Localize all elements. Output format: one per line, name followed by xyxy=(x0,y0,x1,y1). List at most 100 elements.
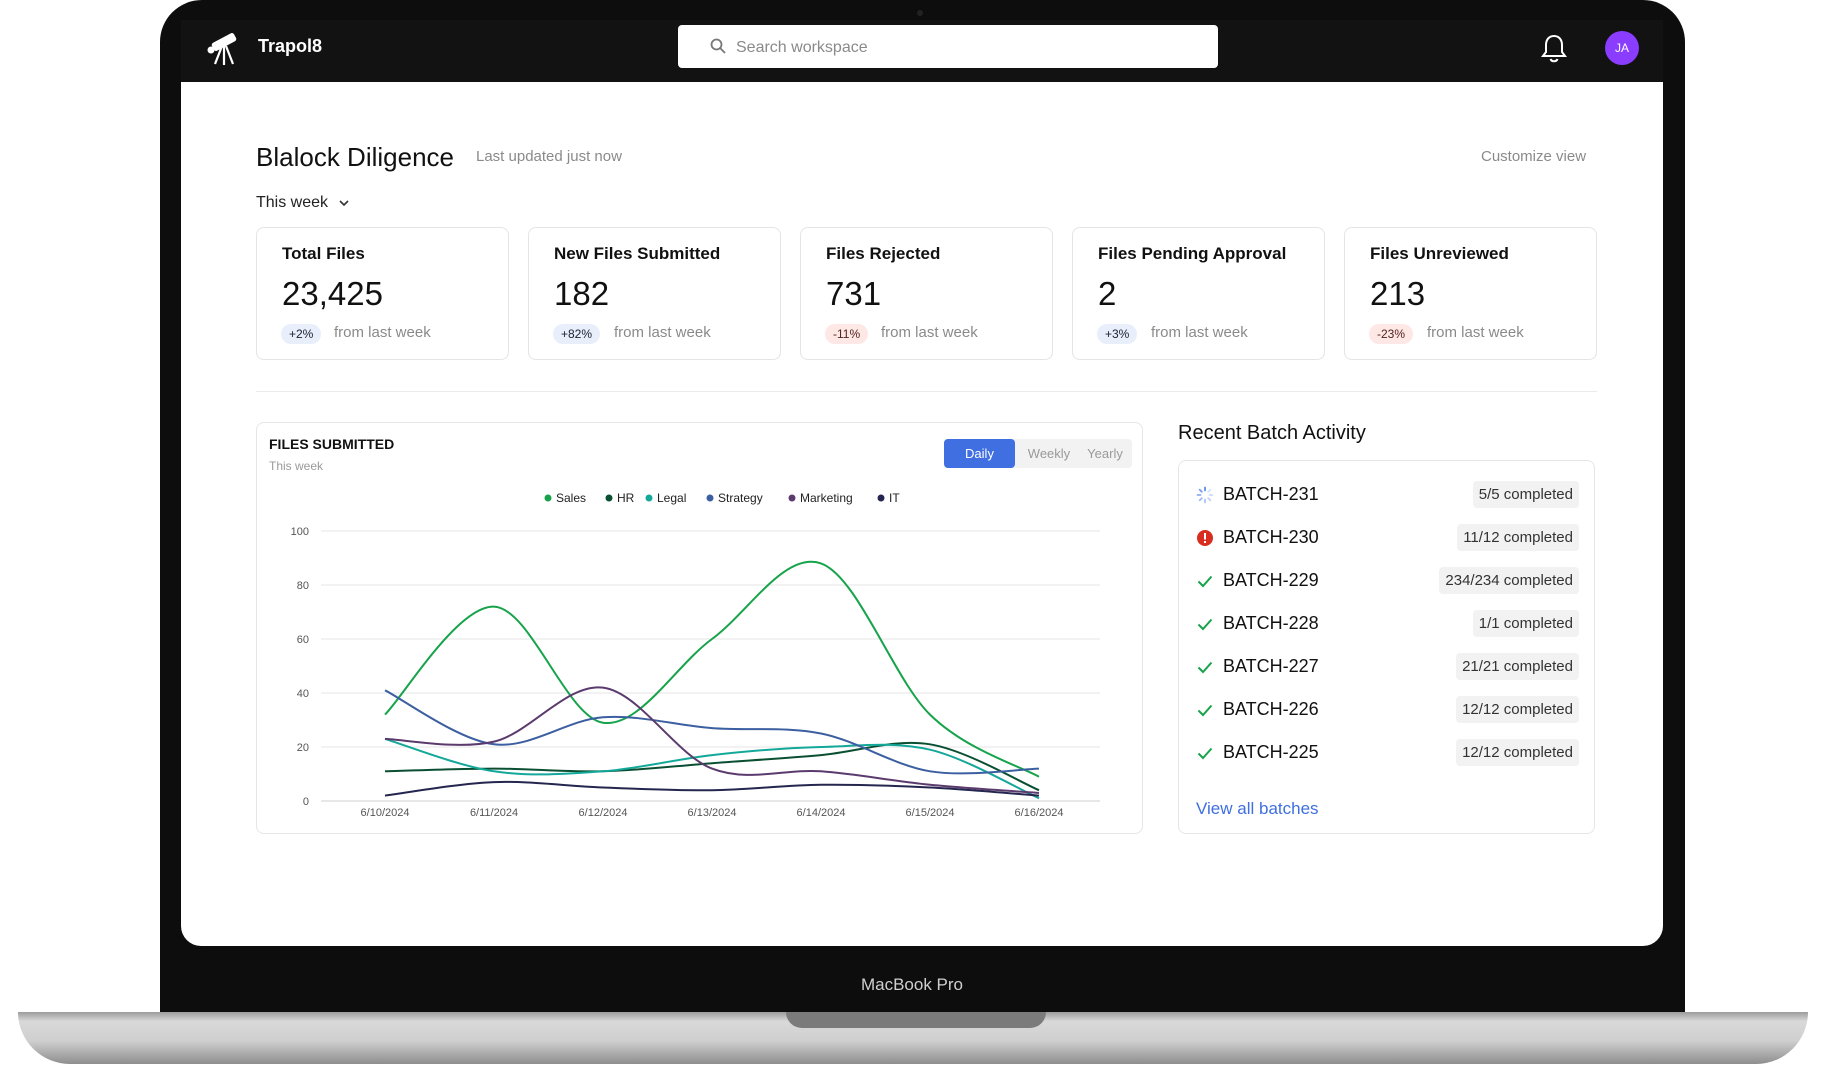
x-tick-label: 6/12/2024 xyxy=(579,807,628,819)
stat-delta-badge: -11% xyxy=(825,324,869,344)
stat-value: 213 xyxy=(1370,275,1426,312)
batch-status-badge: 1/1 completed xyxy=(1472,610,1579,637)
batch-activity-title: Recent Batch Activity xyxy=(1178,422,1366,444)
search-bar[interactable] xyxy=(678,25,1218,70)
tab-weekly[interactable]: Weekly xyxy=(1027,446,1071,461)
tab-daily[interactable]: Daily xyxy=(944,439,1015,468)
stat-delta-suffix: from last week xyxy=(881,324,978,341)
stat-label: Total Files xyxy=(282,244,365,263)
stat-delta-badge: +82% xyxy=(553,324,601,344)
notification-bell-icon[interactable] xyxy=(1539,32,1569,64)
legend-dot xyxy=(544,494,552,502)
stat-delta-badge: +3% xyxy=(1097,324,1138,344)
stat-delta-suffix: from last week xyxy=(1427,324,1524,341)
chevron-down-icon xyxy=(339,200,350,207)
error-icon xyxy=(1197,530,1213,546)
chart-title: FILES SUBMITTED xyxy=(269,436,395,452)
batch-id: BATCH-228 xyxy=(1223,613,1319,633)
period-dropdown-label: This week xyxy=(256,194,329,211)
batch-row[interactable]: BATCH-225 12/12 completed xyxy=(1179,733,1596,773)
check-icon xyxy=(1197,747,1213,760)
series-line-hr xyxy=(384,741,1040,792)
view-all-batches-link[interactable]: View all batches xyxy=(1196,799,1319,818)
legend-dot xyxy=(645,494,653,502)
last-updated-text: Last updated just now xyxy=(476,148,622,165)
files-submitted-chart-card: FILES SUBMITTED This week Daily Weekly Y… xyxy=(256,422,1143,834)
x-tick-label: 6/13/2024 xyxy=(688,807,737,819)
stat-label: Files Unreviewed xyxy=(1370,244,1509,263)
customize-view-link[interactable]: Customize view xyxy=(1481,148,1587,165)
spinner-icon xyxy=(1196,486,1214,504)
stat-value: 23,425 xyxy=(282,275,383,312)
x-tick-label: 6/15/2024 xyxy=(906,807,955,819)
batch-status-badge: 21/21 completed xyxy=(1456,653,1579,680)
y-tick-label: 20 xyxy=(297,742,309,754)
x-tick-label: 6/11/2024 xyxy=(470,807,518,819)
stat-card-files-rejected: Files Rejected 731 -11% from last week xyxy=(800,227,1053,360)
stat-card-files-pending-approval: Files Pending Approval 2 +3% from last w… xyxy=(1072,227,1325,360)
series-line-sales xyxy=(384,560,1040,778)
search-input[interactable] xyxy=(734,25,1188,70)
batch-status-badge: 12/12 completed xyxy=(1456,739,1579,766)
legend-dot xyxy=(605,494,613,502)
batch-id: BATCH-227 xyxy=(1223,656,1319,676)
batch-row[interactable]: BATCH-227 21/21 completed xyxy=(1179,647,1596,687)
section-divider xyxy=(256,391,1597,392)
batch-row[interactable]: BATCH-226 12/12 completed xyxy=(1179,690,1596,730)
stat-card-new-files-submitted: New Files Submitted 182 +82% from last w… xyxy=(528,227,781,360)
stat-value: 731 xyxy=(826,275,882,312)
x-tick-label: 6/10/2024 xyxy=(361,807,410,819)
stat-label: New Files Submitted xyxy=(554,244,721,263)
stat-delta-suffix: from last week xyxy=(1151,324,1248,341)
line-chart: 0 20 40 60 80 100 6/10/2024 6/11/2024 6/12/2024 6… xyxy=(291,491,1100,819)
batch-row[interactable]: BATCH-229 234/234 completed xyxy=(1179,561,1596,601)
batch-status-badge: 12/12 completed xyxy=(1456,696,1579,723)
batch-activity-card: BATCH-231 5/5 completed BATCH-230 11/12 … xyxy=(1178,460,1595,834)
y-tick-label: 0 xyxy=(303,796,309,808)
y-tick-label: 100 xyxy=(291,526,309,538)
batch-id: BATCH-230 xyxy=(1223,527,1319,547)
top-bar: Trapol8 JA xyxy=(181,20,1663,82)
batch-row[interactable]: BATCH-228 1/1 completed xyxy=(1179,604,1596,644)
stat-card-files-unreviewed: Files Unreviewed 213 -23% from last week xyxy=(1344,227,1597,360)
timeframe-toggle: Daily Weekly Yearly xyxy=(944,439,1132,468)
page-title: Blalock Diligence xyxy=(256,142,454,172)
batch-status-badge: 5/5 completed xyxy=(1472,481,1579,508)
stat-value: 182 xyxy=(554,275,610,312)
tab-yearly[interactable]: Yearly xyxy=(1087,446,1123,461)
x-tick-label: 6/16/2024 xyxy=(1015,807,1064,819)
device-brand: MacBook Pro xyxy=(860,975,964,994)
legend-label: Strategy xyxy=(718,491,763,505)
stat-value: 2 xyxy=(1098,275,1117,312)
legend-label: Marketing xyxy=(800,491,853,505)
series-line-marketing xyxy=(384,686,1040,794)
batch-id: BATCH-226 xyxy=(1223,699,1319,719)
stat-delta-suffix: from last week xyxy=(334,324,431,341)
stat-delta-badge: +2% xyxy=(281,324,322,344)
legend-label: IT xyxy=(889,491,900,505)
user-avatar[interactable]: JA xyxy=(1605,31,1639,65)
legend-dot xyxy=(706,494,714,502)
app-name: Trapol8 xyxy=(258,36,323,56)
check-icon xyxy=(1197,575,1213,588)
legend-label: Legal xyxy=(657,491,686,505)
y-tick-label: 80 xyxy=(297,580,309,592)
series-line-it xyxy=(384,780,1040,797)
telescope-logo-icon xyxy=(207,33,237,65)
batch-id: BATCH-231 xyxy=(1223,484,1319,504)
check-icon xyxy=(1197,618,1213,631)
search-icon xyxy=(710,38,726,54)
x-tick-label: 6/14/2024 xyxy=(797,807,846,819)
stat-delta-suffix: from last week xyxy=(614,324,711,341)
stat-card-total-files: Total Files 23,425 +2% from last week xyxy=(256,227,509,360)
period-dropdown[interactable]: This week xyxy=(256,194,350,212)
y-tick-label: 60 xyxy=(297,634,309,646)
laptop-notch xyxy=(786,1012,1046,1028)
series-line-legal xyxy=(384,737,1040,800)
chart-subtitle: This week xyxy=(269,459,324,473)
series-line-strategy xyxy=(384,689,1040,775)
stat-delta-badge: -23% xyxy=(1369,324,1414,344)
batch-row[interactable]: BATCH-231 5/5 completed xyxy=(1179,475,1596,515)
batch-row[interactable]: BATCH-230 11/12 completed xyxy=(1179,518,1596,558)
check-icon xyxy=(1197,661,1213,674)
